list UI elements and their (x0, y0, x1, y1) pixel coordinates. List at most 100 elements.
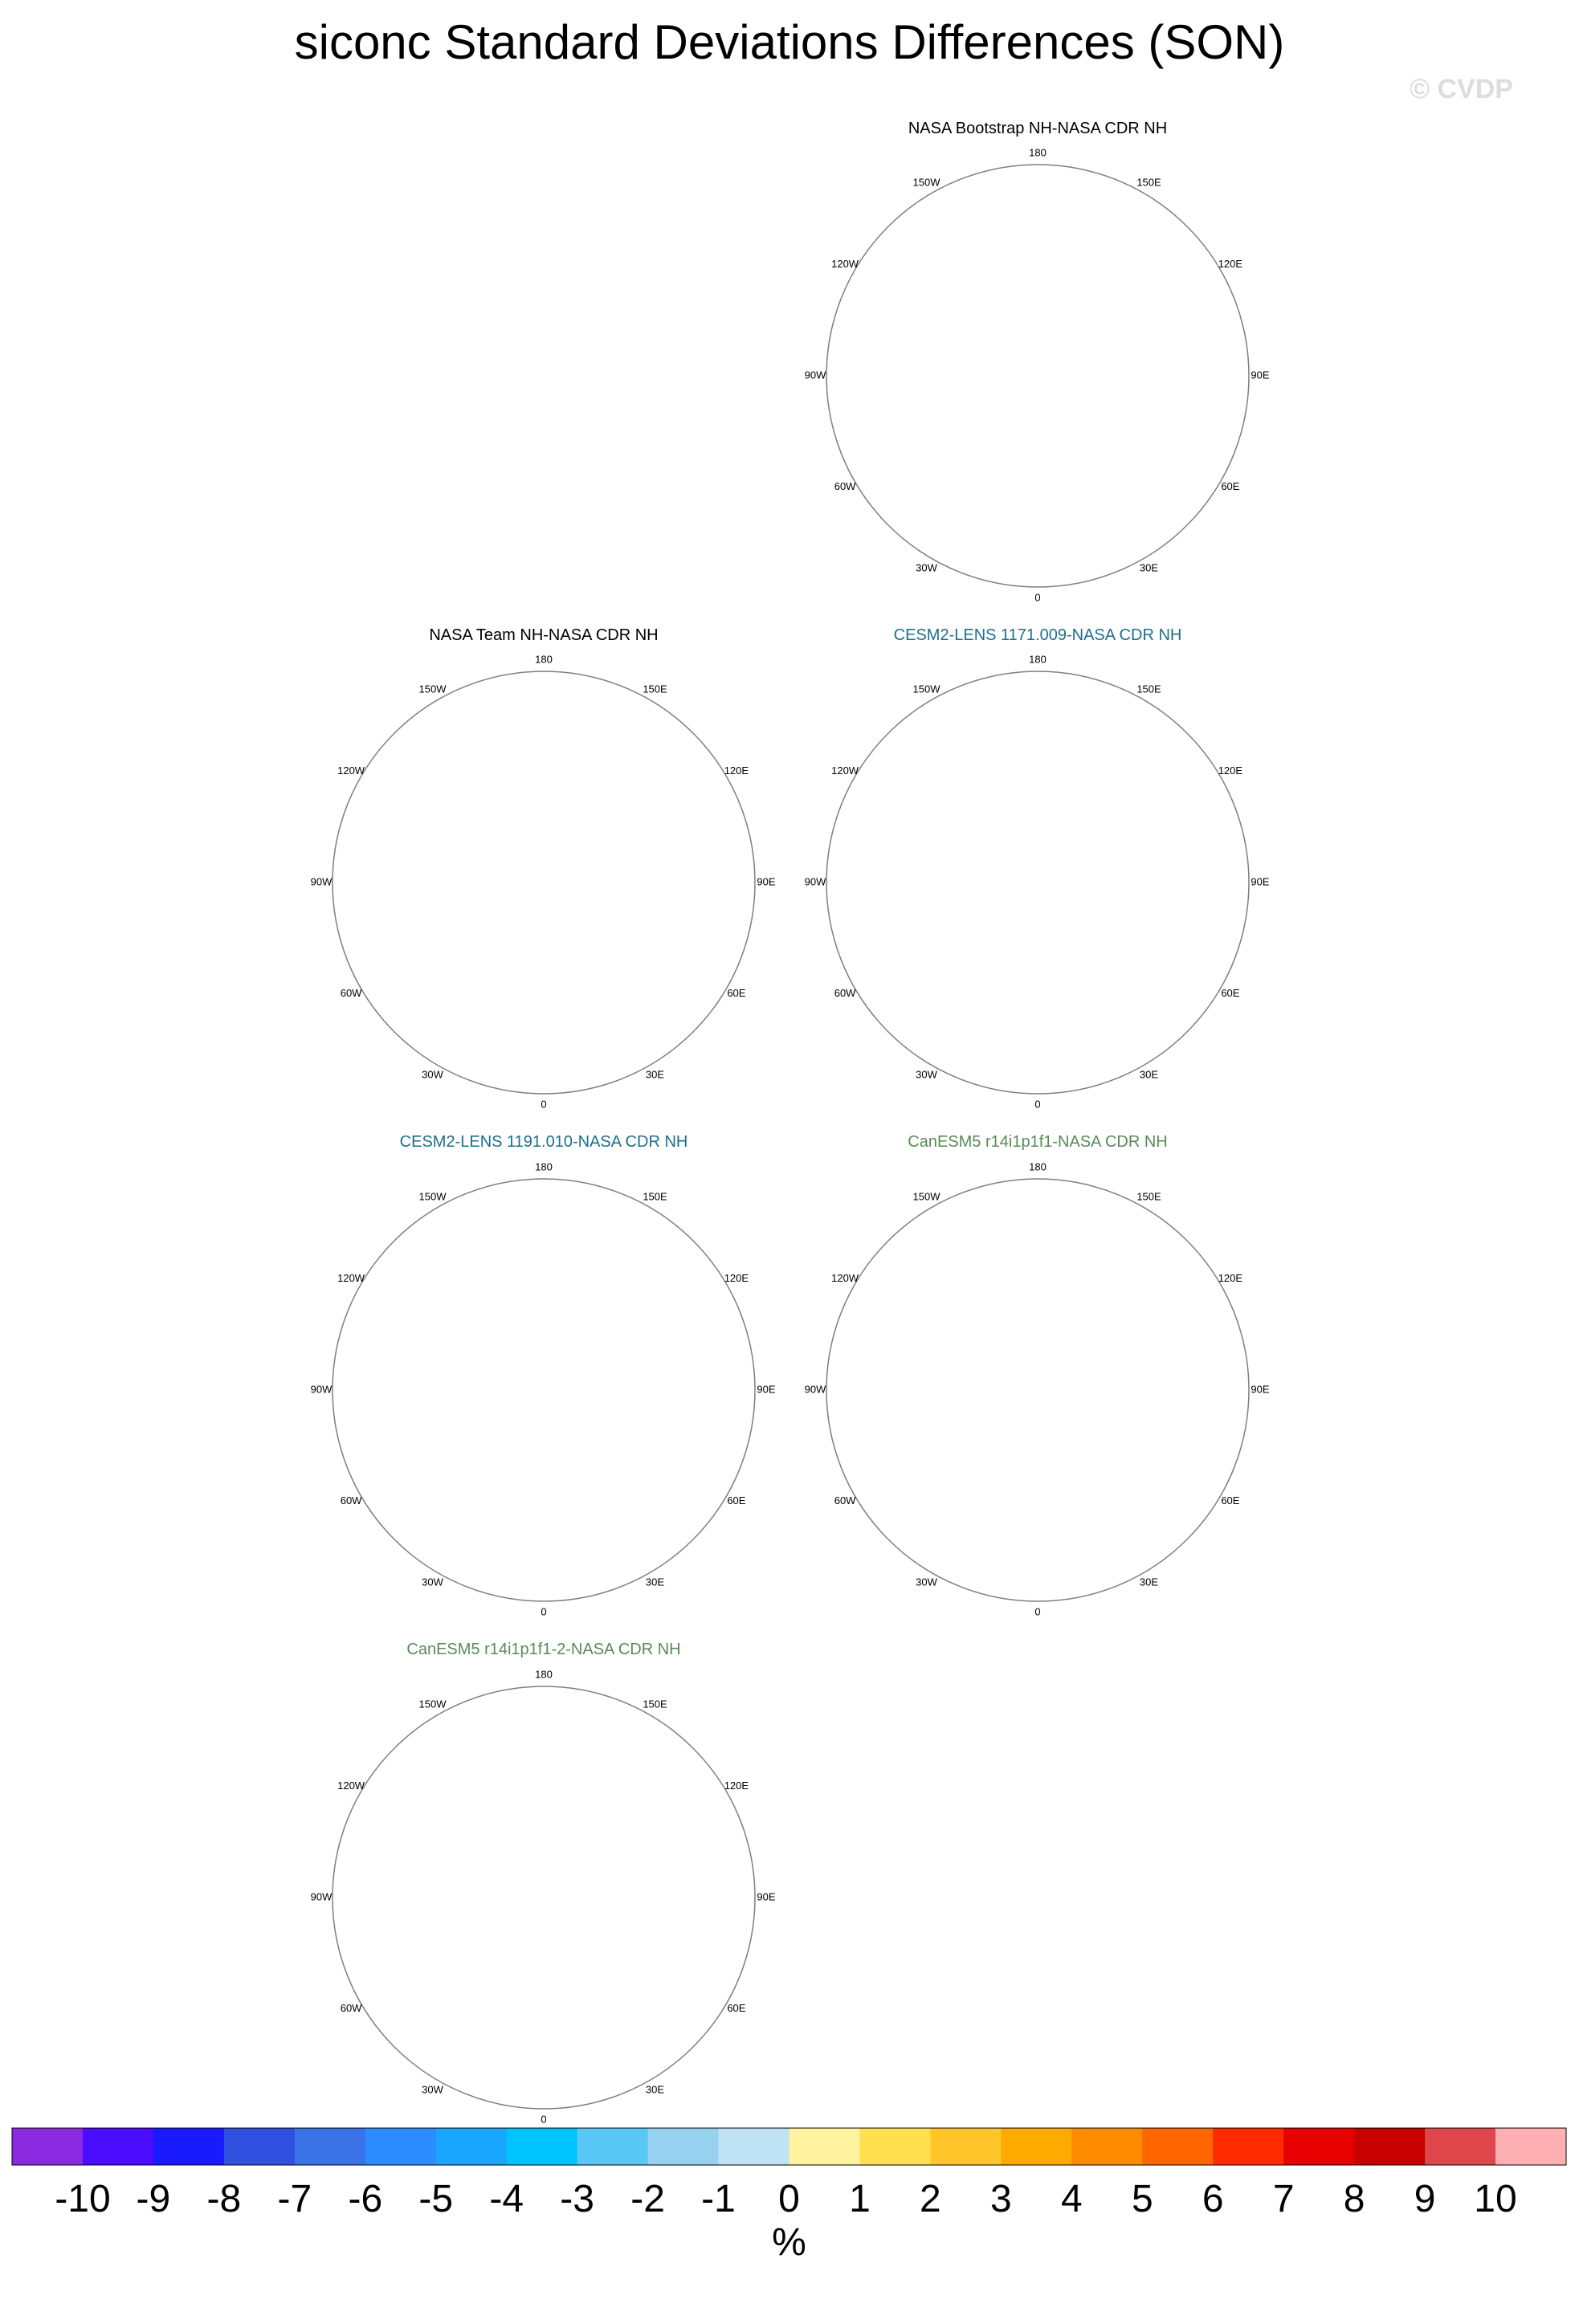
colorbar-box (1495, 2128, 1567, 2165)
colorbar-box (223, 2128, 296, 2165)
land-mass (1131, 920, 1157, 950)
colorbar-unit: % (772, 2221, 806, 2264)
longitude-label: 90W (805, 875, 826, 887)
land-mass (573, 1969, 599, 1995)
land-mass (569, 671, 755, 1094)
land-mass (995, 1026, 1021, 1043)
land-mass (573, 1462, 599, 1487)
land-mass (333, 1739, 497, 1936)
land-mass (637, 1428, 663, 1458)
colorbar-box (1354, 2128, 1426, 2165)
land-mass (826, 724, 991, 921)
colorbar-box (82, 2128, 154, 2165)
map-border (826, 671, 1250, 1095)
colorbar-tick-label: -4 (489, 2178, 524, 2220)
land-mass (637, 920, 663, 950)
longitude-label: 60E (1221, 480, 1239, 492)
colorbar-box (647, 2128, 720, 2165)
land-mass (826, 1232, 991, 1429)
longitude-label: 90W (311, 875, 333, 887)
land-mass (1063, 165, 1249, 587)
field-region (422, 749, 645, 948)
map-panel-5: CanESM5 r14i1p1f1-NASA CDR NH 180 150E 120E… (805, 1133, 1270, 1617)
field-region (975, 217, 1052, 300)
longitude-label: 90E (757, 875, 775, 887)
longitude-label: 180 (1029, 653, 1047, 665)
land-mass (1063, 1179, 1249, 1601)
colorbar-box (435, 2128, 508, 2165)
land-mass (953, 1196, 1017, 1238)
land-mass (561, 2008, 615, 2109)
land-mass (569, 1686, 755, 2109)
field-region (545, 1364, 637, 1445)
land-mass (413, 1373, 434, 1394)
colorbar-tick-label: 8 (1344, 2178, 1365, 2220)
land-mass (945, 402, 1038, 495)
colorbar-box (1142, 2128, 1214, 2165)
colorbar-box (153, 2128, 225, 2165)
longitude-label: 30W (916, 1576, 937, 1588)
longitude-label: 120E (1218, 258, 1243, 270)
land-mass (501, 2041, 527, 2058)
field-region (411, 842, 551, 972)
field-region (410, 1891, 492, 1974)
longitude-label: 30W (422, 2083, 443, 2095)
longitude-label: 60E (1221, 987, 1239, 999)
land-mass (472, 1885, 498, 1910)
map-border (332, 1686, 756, 2110)
land-mass (953, 181, 1017, 224)
panel-title: NASA Bootstrap NH-NASA CDR NH (908, 120, 1167, 137)
field-region (462, 1335, 598, 1463)
land-mass (472, 1377, 498, 1403)
land-mass (945, 908, 1038, 1001)
land-mass (932, 1356, 962, 1382)
land-mass (459, 688, 523, 731)
longitude-label: 180 (535, 1160, 553, 1172)
longitude-label: 90W (311, 1890, 333, 1902)
longitude-label: 150W (913, 683, 941, 695)
field-region (506, 1269, 601, 1368)
land-mass (333, 724, 497, 921)
field-region (947, 915, 999, 972)
map-panel-4: CESM2-LENS 1191.010-NASA CDR NH 180 150E 12… (311, 1133, 776, 1617)
longitude-label: 60E (727, 2002, 745, 2014)
colorbar-tick-label: -10 (55, 2178, 110, 2220)
colorbar-tick-label: 4 (1061, 2178, 1083, 2220)
field-region (1040, 858, 1129, 938)
land-mass (945, 1416, 1038, 1509)
land-mass (637, 1935, 663, 1965)
colorbar-tick-label: 9 (1414, 2178, 1436, 2220)
land-mass (1055, 1500, 1109, 1601)
longitude-label: 30E (1140, 561, 1158, 573)
land-mass (1131, 1428, 1157, 1458)
longitude-label: 30W (422, 1576, 443, 1588)
land-mass (1131, 414, 1157, 443)
panel-title: CanESM5 r14i1p1f1-2-NASA CDR NH (406, 1641, 680, 1658)
colorbar-box (1283, 2128, 1355, 2165)
colorbar-box (930, 2128, 1002, 2165)
longitude-label: 120W (831, 764, 859, 777)
longitude-label: 180 (535, 1668, 553, 1680)
land-mass (413, 866, 434, 887)
land-mass (1067, 954, 1093, 980)
colorbar: -10 -9 -8 -7 -6 -5 -4 -3 -2 -1 0 1 2 3 4 5 6 7 8 9 10% (11, 2127, 1567, 2264)
field-region (1009, 348, 1104, 445)
longitude-label: 120W (337, 764, 365, 777)
colorbar-tick-label: -6 (348, 2178, 382, 2220)
land-mass (472, 870, 498, 895)
longitude-label: 0 (541, 1098, 546, 1110)
colorbar-box (294, 2128, 366, 2165)
longitude-label: 60W (834, 480, 856, 492)
longitude-label: 150E (1136, 683, 1161, 695)
colorbar-box (859, 2128, 931, 2165)
field-region (536, 1759, 590, 1814)
longitude-label: 60E (1221, 1494, 1239, 1507)
field-region (913, 328, 1036, 459)
longitude-label: 150W (419, 1698, 447, 1710)
longitude-label: 120E (724, 764, 749, 777)
longitude-label: 150W (913, 1191, 941, 1203)
land-mass (573, 954, 599, 980)
field-region (965, 1328, 1103, 1446)
colorbar-tick-label: -2 (630, 2178, 665, 2220)
